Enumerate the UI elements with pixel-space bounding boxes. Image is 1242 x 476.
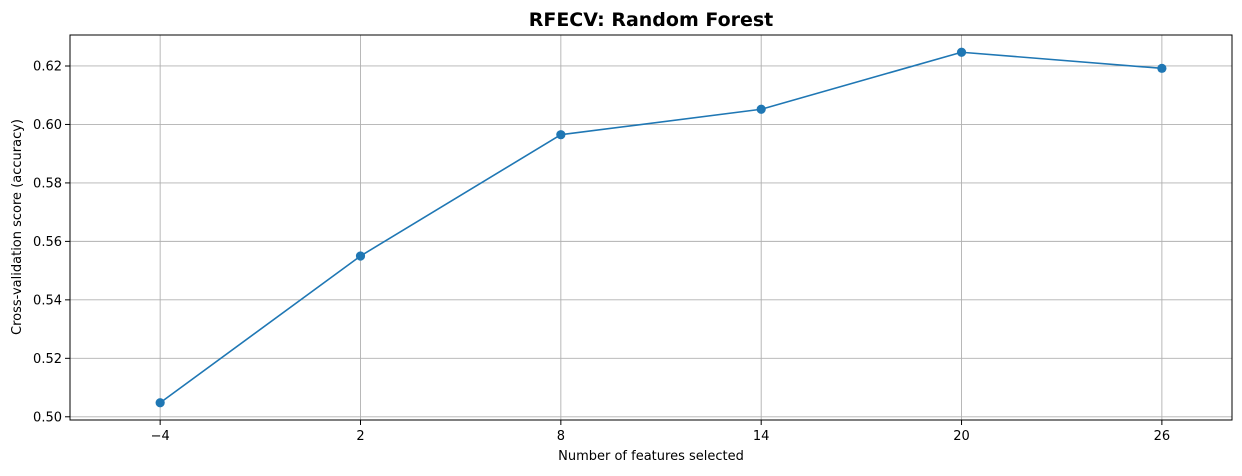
y-tick-label: 0.50 [33, 410, 62, 425]
y-tick-label: 0.58 [33, 176, 62, 191]
series-layer [155, 47, 1167, 408]
data-point [756, 104, 766, 114]
data-point [155, 398, 165, 408]
tick-layer: −4 2 8 14 20 26 0.50 0.52 0.54 0.56 0.58 0.60 0.62 [33, 59, 1170, 444]
x-axis-label: Number of features selected [558, 449, 744, 464]
x-tick-label: 2 [356, 429, 364, 444]
x-tick-label: −4 [151, 429, 170, 444]
chart-title: RFECV: Random Forest [529, 9, 774, 31]
x-tick-label: 14 [753, 429, 770, 444]
x-tick-label: 26 [1154, 429, 1171, 444]
y-tick-label: 0.60 [33, 118, 62, 133]
y-tick-label: 0.56 [33, 235, 62, 250]
data-point [956, 47, 967, 57]
y-tick-label: 0.62 [33, 59, 62, 74]
y-axis-label: Cross-validation score (accuracy) [10, 119, 25, 335]
grid-lines [70, 35, 1232, 420]
data-point [355, 251, 366, 261]
y-tick-label: 0.54 [33, 293, 62, 308]
x-tick-label: 20 [953, 429, 970, 444]
y-tick-label: 0.52 [33, 352, 62, 367]
data-point [556, 130, 566, 140]
series-line [159, 51, 1162, 404]
axes-frame [69, 34, 1233, 421]
data-point [1157, 63, 1167, 73]
x-tick-label: 8 [557, 429, 565, 444]
plot-frame [69, 34, 1233, 421]
